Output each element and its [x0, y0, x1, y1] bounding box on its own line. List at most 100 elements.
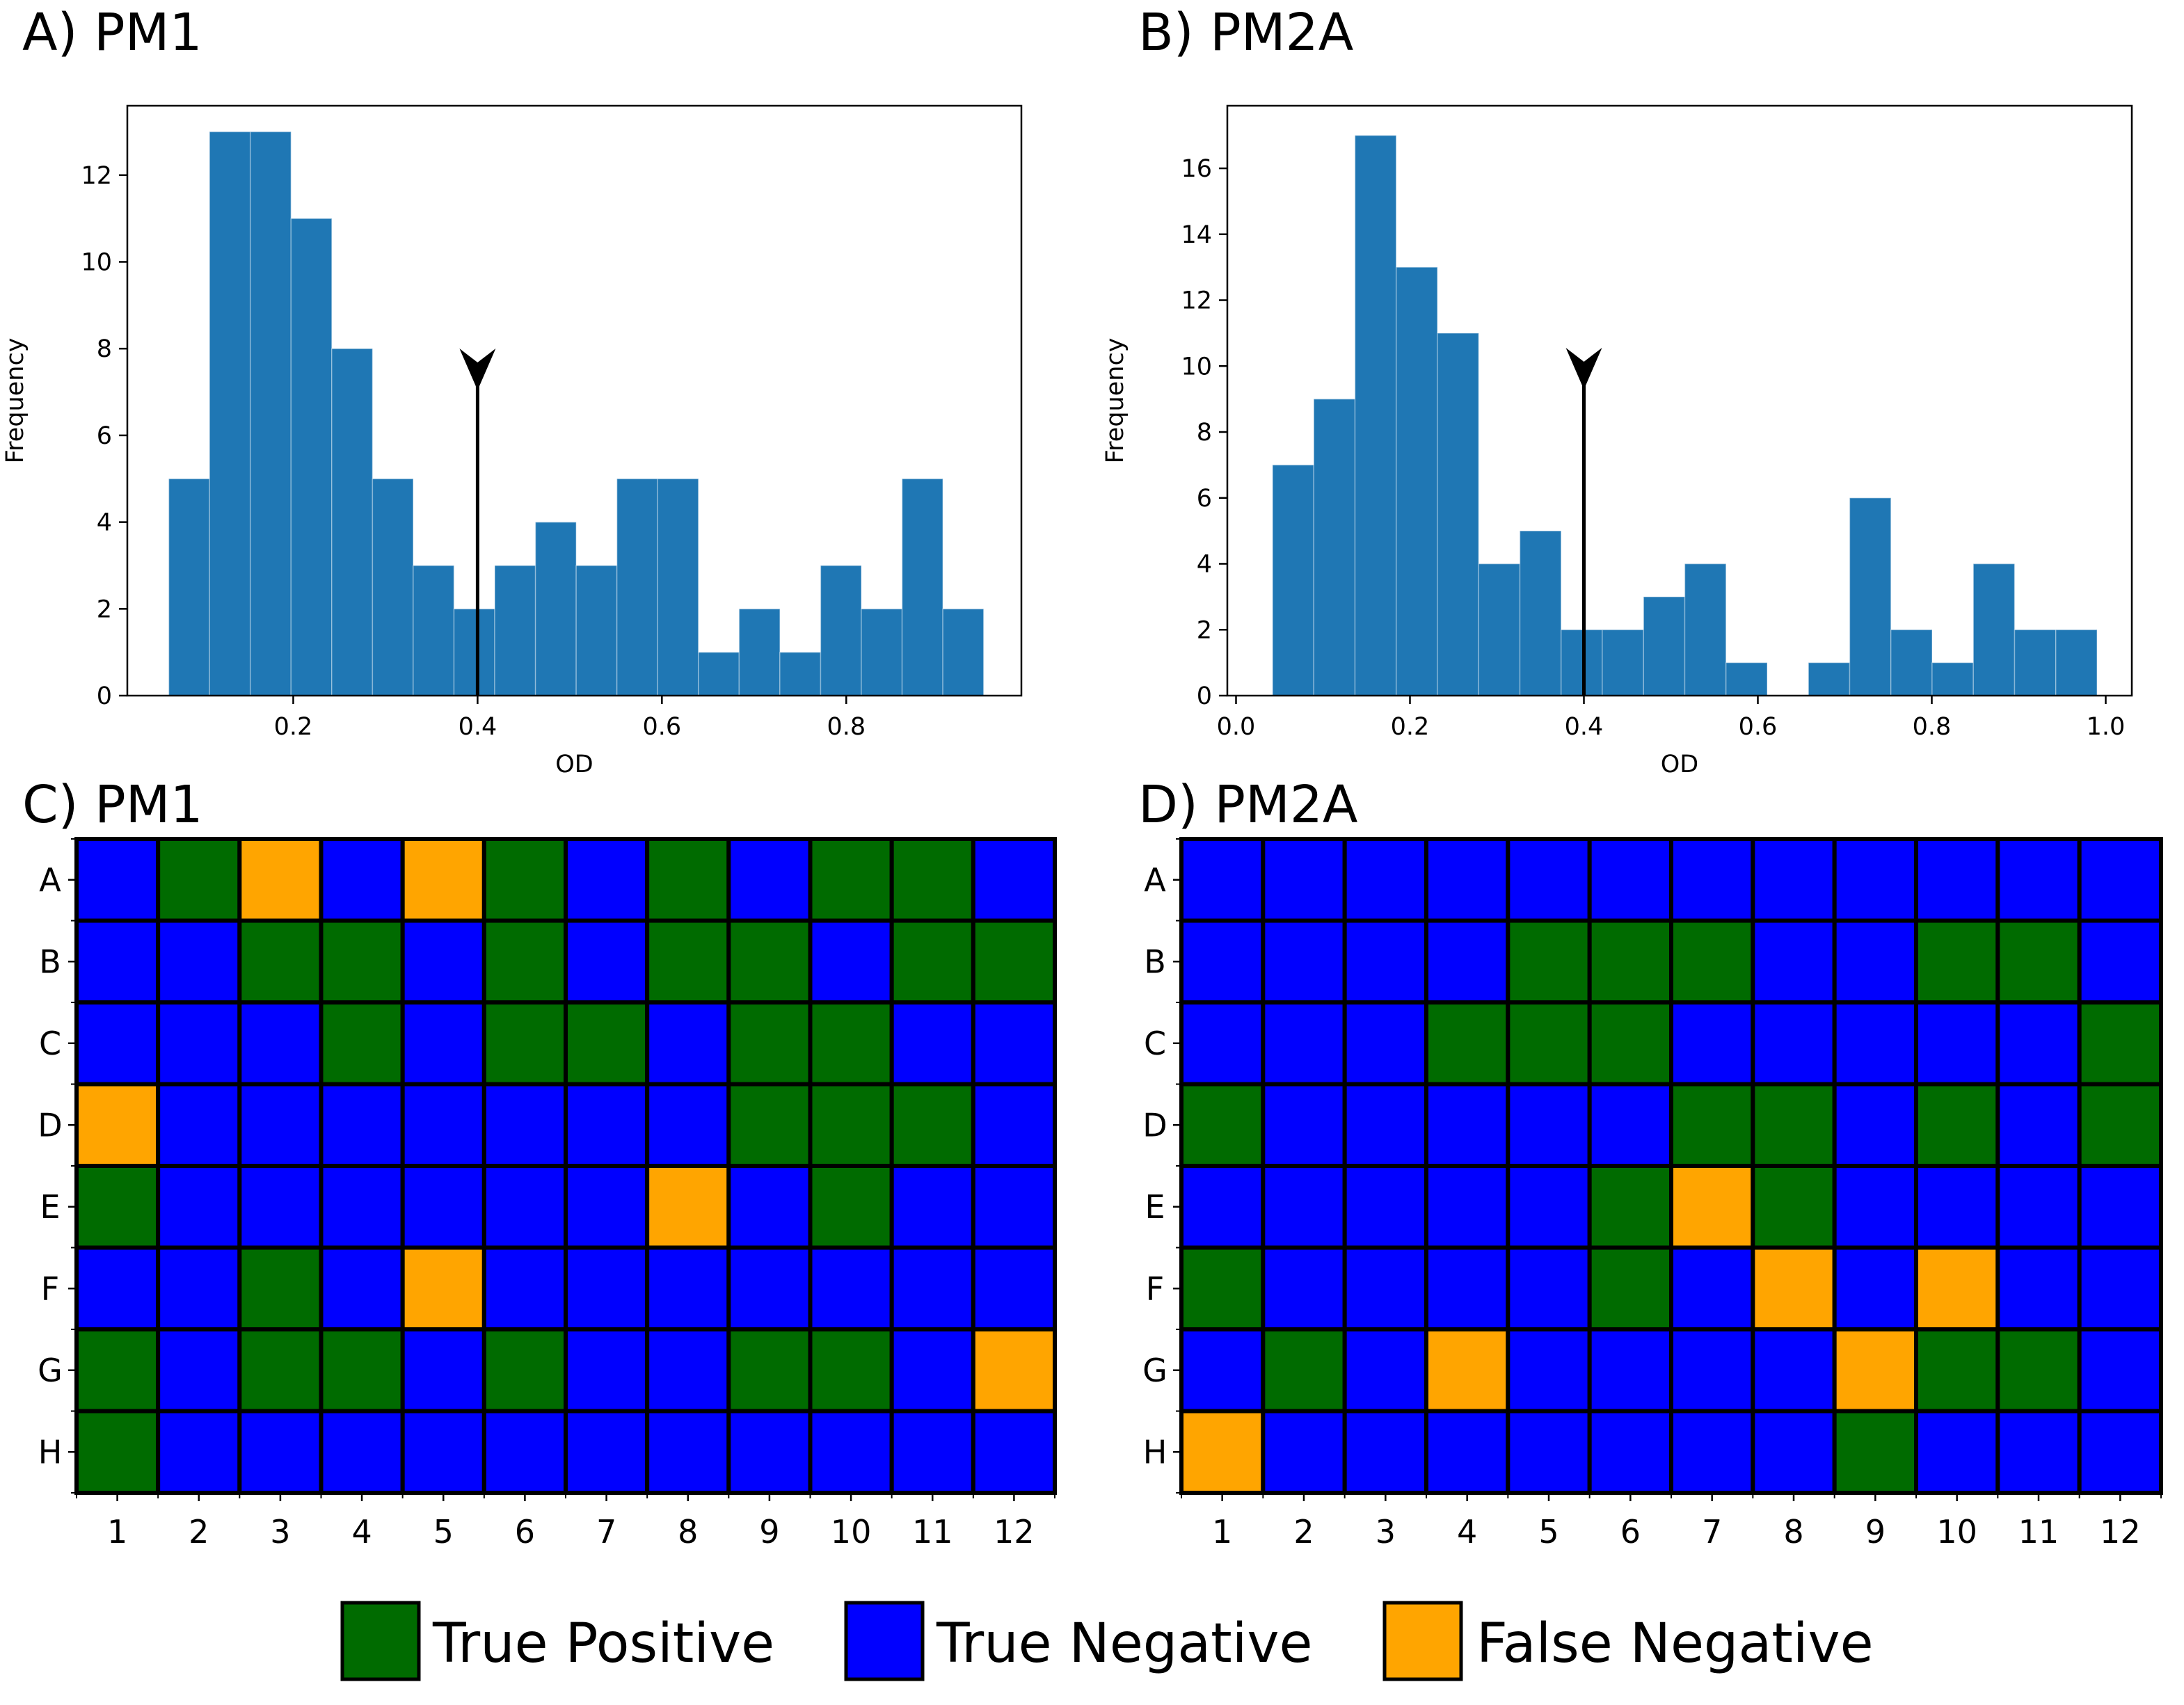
plate-well [1832, 1245, 1919, 1331]
column-label: 6 [1620, 1513, 1641, 1551]
plate-well [971, 1409, 1058, 1495]
y-tick-label: 4 [97, 509, 112, 537]
plate-well [1751, 1082, 1837, 1168]
plate-well [237, 918, 324, 1004]
column-label: 11 [2018, 1513, 2059, 1551]
plate-well [1751, 1164, 1837, 1250]
histogram-bar [698, 651, 740, 696]
y-tick-label: 10 [1181, 353, 1212, 381]
panel-title-d: D) PM2A [1138, 775, 1358, 835]
plate-well [1832, 837, 1919, 923]
plate-well [889, 1082, 975, 1168]
panel-title-a: A) PM1 [22, 3, 202, 63]
histogram-bar [942, 608, 985, 696]
legend: True Positive True Negative False Negati… [340, 1601, 1874, 1681]
plate-well [1424, 1164, 1511, 1250]
row-label: B [1144, 943, 1166, 980]
plate-well [808, 1327, 894, 1414]
plate-well [726, 1082, 813, 1168]
plate-well [2077, 837, 2164, 923]
column-label: 12 [994, 1513, 1035, 1551]
plate-well [1669, 837, 1755, 923]
plate-well [2077, 1164, 2164, 1250]
plate-well [1506, 1000, 1592, 1087]
y-tick-label: 0 [97, 682, 112, 710]
column-label: 5 [433, 1513, 454, 1551]
plate-well [1751, 837, 1837, 923]
histogram-bar [331, 348, 374, 696]
plate-well [808, 1000, 894, 1087]
plate-well [1342, 1164, 1428, 1250]
plate-well [1832, 1327, 1919, 1414]
plate-well [971, 1000, 1058, 1087]
plate-well [726, 1000, 813, 1087]
plate-well [400, 918, 486, 1004]
plate-well [74, 918, 161, 1004]
plate-well [1261, 1164, 1347, 1250]
plate-well [889, 837, 975, 923]
plate-well [971, 1245, 1058, 1331]
plate-well [1669, 1409, 1755, 1495]
x-tick-label: 0.6 [1739, 713, 1778, 741]
y-tick-label: 14 [1181, 221, 1212, 249]
plate-well [481, 1082, 568, 1168]
plate-well [1342, 1000, 1428, 1087]
plate-well [1179, 837, 1266, 923]
plate-well [319, 837, 405, 923]
plate-well [1506, 1082, 1592, 1168]
plate-well [971, 1164, 1058, 1250]
plate-well [1669, 1082, 1755, 1168]
y-axis-label: Frequency [1101, 338, 1129, 464]
plate-well [237, 837, 324, 923]
plate-well [237, 1082, 324, 1168]
histogram-bar [372, 478, 414, 696]
plate-well [1669, 1327, 1755, 1414]
plate-well [74, 1000, 161, 1087]
threshold-arrowhead [1565, 347, 1602, 390]
plate-well [156, 1164, 242, 1250]
row-label: D [38, 1106, 62, 1144]
x-tick-label: 0.2 [1391, 713, 1430, 741]
plate-well [1751, 1000, 1837, 1087]
row-label: C [39, 1025, 61, 1062]
y-tick-label: 16 [1181, 155, 1212, 183]
plate-well [645, 918, 731, 1004]
histogram-bar [2014, 629, 2057, 696]
histogram-bar [1272, 464, 1314, 696]
plate-well [1751, 1327, 1837, 1414]
row-label: A [1144, 861, 1166, 899]
plate-well [1179, 918, 1266, 1004]
y-tick-label: 10 [81, 248, 112, 276]
plate-well [645, 1164, 731, 1250]
histogram-bar [657, 478, 699, 696]
plate-well [971, 1082, 1058, 1168]
plate-well [1914, 1164, 2000, 1250]
plate-well [1669, 1164, 1755, 1250]
plate-well [1424, 1245, 1511, 1331]
plate-well [1995, 1000, 2082, 1087]
plate-well [1587, 1164, 1674, 1250]
histogram-bar [1890, 629, 1933, 696]
row-label: F [41, 1270, 59, 1307]
column-label: 8 [1783, 1513, 1803, 1551]
plate-well [1179, 1327, 1266, 1414]
plate-well [319, 1164, 405, 1250]
plate-well [1424, 1000, 1511, 1087]
plate-well [1424, 1327, 1511, 1414]
plate-well [1914, 1327, 2000, 1414]
plate-well [808, 837, 894, 923]
plate-well [1342, 1409, 1428, 1495]
plate-well [319, 918, 405, 1004]
histogram-bar [2055, 629, 2098, 696]
y-tick-label: 0 [1197, 682, 1212, 710]
column-label: 3 [1376, 1513, 1396, 1551]
histogram-bar [738, 608, 781, 696]
plate-well [808, 1409, 894, 1495]
plate-well [645, 1327, 731, 1414]
histogram-bar [616, 478, 659, 696]
plate-well [645, 1000, 731, 1087]
column-label: 1 [107, 1513, 127, 1551]
plate-well [808, 1164, 894, 1250]
